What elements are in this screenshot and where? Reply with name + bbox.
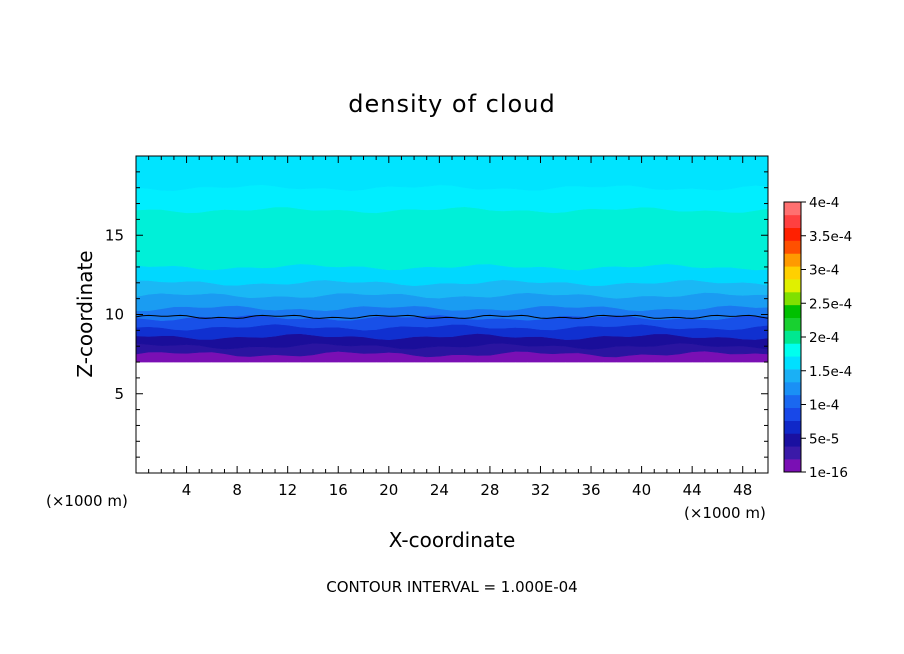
colorbar-label: 4e-4 — [809, 195, 839, 211]
colorbar-segment — [784, 459, 801, 473]
y-tick-label: 15 — [105, 226, 124, 244]
colorbar-label: 3e-4 — [809, 263, 839, 279]
colorbar-segment — [784, 240, 801, 254]
x-axis: 4 8 12 16 20 24 28 32 36 40 44 48 — [148, 156, 756, 499]
x-tick-label: 40 — [632, 481, 651, 499]
x-axis-label: X-coordinate — [389, 528, 516, 552]
contour-line-path — [135, 314, 769, 319]
x-tick-label: 48 — [733, 481, 752, 499]
chart-title: density of cloud — [348, 90, 555, 118]
density-band — [135, 155, 769, 191]
colorbar-segment — [784, 356, 801, 370]
colorbar-segment — [784, 446, 801, 460]
colorbar-segment — [784, 343, 801, 357]
y-tick-label: 5 — [114, 385, 124, 403]
colorbar-segment — [784, 253, 801, 267]
x-tick-label: 4 — [182, 481, 192, 499]
colorbar-segment — [784, 382, 801, 396]
colorbar-label: 1.5e-4 — [809, 364, 852, 380]
colorbar-segment — [784, 227, 801, 241]
colorbar-label: 5e-5 — [809, 431, 839, 447]
x-tick-label: 44 — [683, 481, 702, 499]
x-tick-label: 12 — [278, 481, 297, 499]
contour-interval-note: CONTOUR INTERVAL = 1.000E-04 — [326, 578, 577, 596]
colorbar-segment — [784, 317, 801, 331]
colorbar-segment — [784, 369, 801, 383]
plot-area — [135, 155, 769, 363]
x-tick-label: 20 — [379, 481, 398, 499]
x-tick-label: 16 — [329, 481, 348, 499]
contour-line — [135, 314, 769, 319]
x-tick-label: 8 — [232, 481, 242, 499]
x-tick-label: 36 — [581, 481, 600, 499]
density-band — [135, 206, 769, 271]
colorbar-segment — [784, 394, 801, 409]
x-tick-label: 24 — [430, 481, 449, 499]
colorbar-segment — [784, 407, 801, 421]
colorbar-label: 2.5e-4 — [809, 296, 852, 312]
colorbar-segment — [784, 330, 801, 344]
x-tick-label: 32 — [531, 481, 550, 499]
x-unit-label: (×1000 m) — [684, 504, 766, 522]
colorbar-segment — [784, 279, 801, 293]
colorbar: 1e-16 5e-5 1e-4 1.5e-4 2e-4 2.5e-4 3e-4 3.5e-4 4… — [783, 195, 852, 481]
colorbar-label: 1e-16 — [809, 465, 848, 481]
x-tick-label: 28 — [480, 481, 499, 499]
colorbar-label: 3.5e-4 — [809, 229, 852, 245]
colorbar-segment — [784, 202, 801, 216]
colorbar-segment — [784, 292, 801, 306]
colorbar-segment — [784, 433, 801, 447]
colorbar-segment — [784, 214, 801, 229]
colorbar-segment — [784, 420, 801, 434]
colorbar-segment — [784, 266, 801, 280]
colorbar-label: 2e-4 — [809, 330, 839, 346]
y-tick-label: 10 — [105, 306, 124, 324]
y-axis: 5 10 15 — [105, 171, 768, 458]
colorbar-label: 1e-4 — [809, 398, 839, 414]
y-axis-label: Z-coordinate — [73, 250, 97, 377]
z-unit-label: (×1000 m) — [46, 492, 128, 510]
colorbar-segment — [784, 304, 801, 319]
